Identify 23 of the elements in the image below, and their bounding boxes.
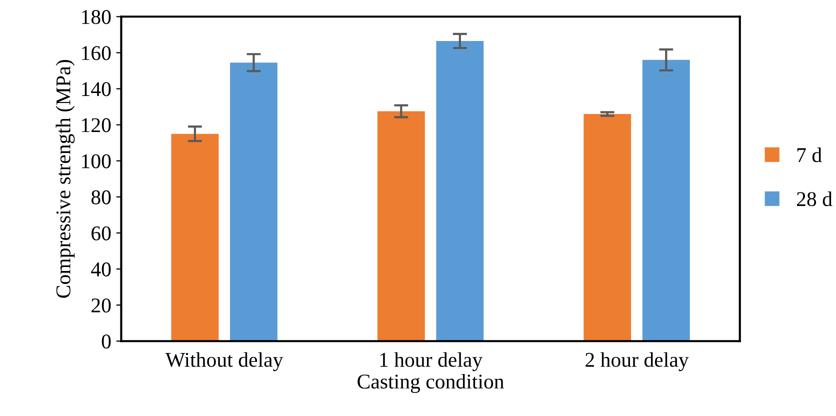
x-axis-title: Casting condition	[358, 374, 504, 393]
bar	[230, 62, 278, 342]
y-axis-title: Compressive strength (MPa)	[56, 60, 75, 298]
y-tick-label: 120	[82, 118, 111, 132]
legend-label: 28 d	[796, 192, 832, 206]
bar	[171, 134, 219, 342]
y-tick-label: 40	[91, 262, 111, 276]
bar	[377, 111, 425, 342]
bar	[584, 114, 632, 342]
y-tick-label: 180	[82, 10, 111, 24]
y-tick-label: 140	[82, 82, 111, 96]
y-tick-label: 160	[82, 46, 111, 60]
y-tick-label: 60	[92, 226, 111, 240]
x-tick-label: Without delay	[165, 352, 284, 372]
legend-label: 7 d	[797, 147, 822, 162]
x-tick-label: 1 hour delay	[380, 352, 483, 372]
y-tick-label: 100	[82, 154, 111, 168]
x-tick-label: 2 hour delay	[586, 352, 689, 372]
y-tick-label: 20	[92, 298, 111, 312]
bar	[436, 40, 484, 342]
bar	[642, 60, 690, 342]
y-tick-label: 80	[91, 190, 111, 204]
y-tick-label: 0	[102, 334, 111, 349]
